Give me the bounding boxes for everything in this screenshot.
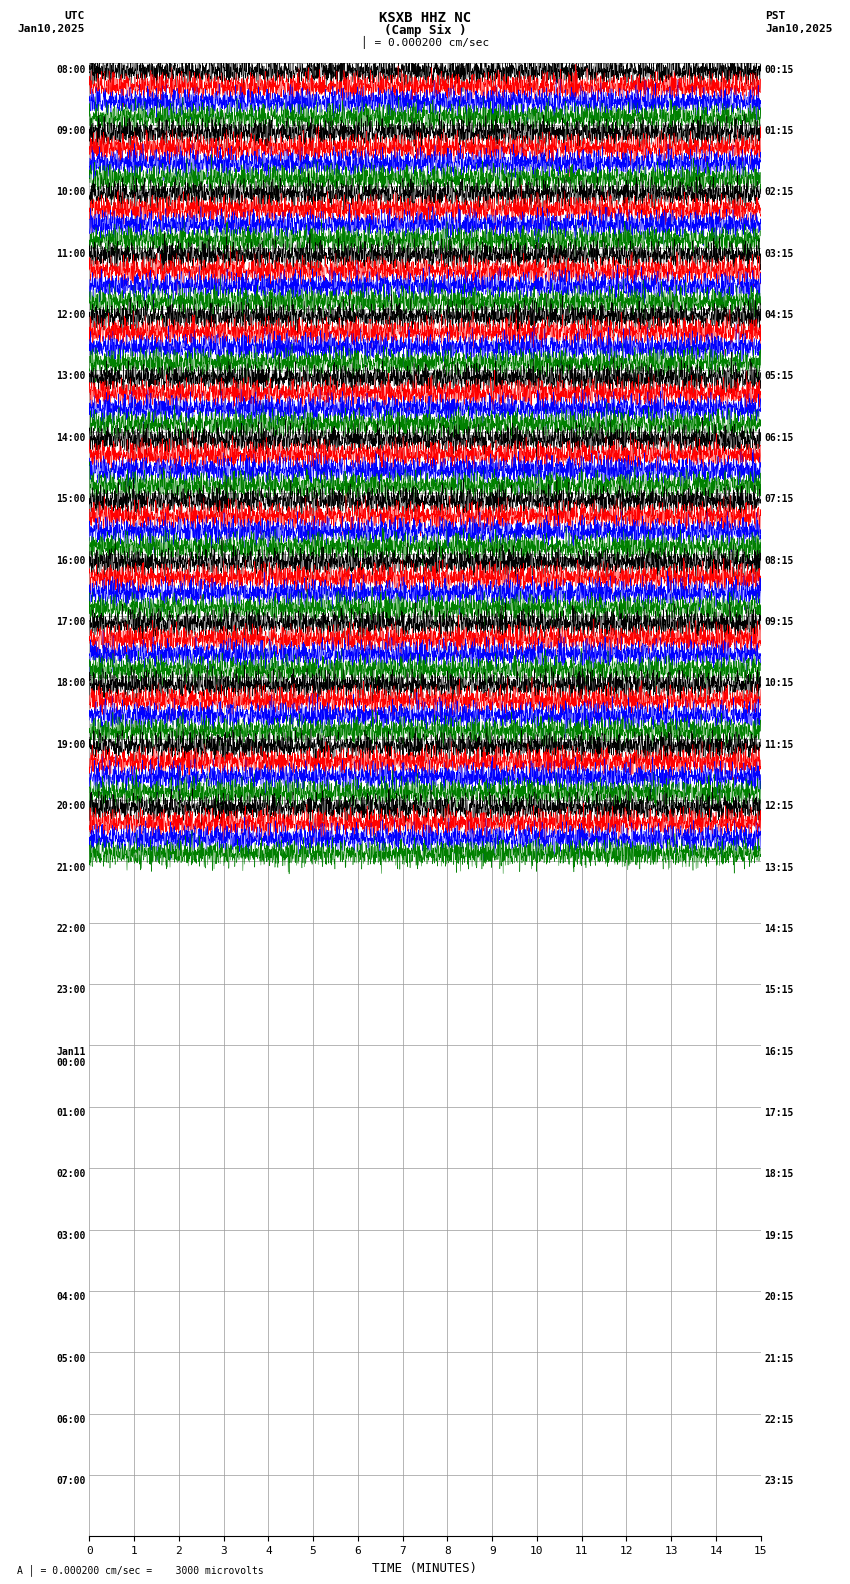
Text: 04:15: 04:15: [764, 310, 794, 320]
Text: 10:00: 10:00: [56, 187, 86, 198]
Text: 16:15: 16:15: [764, 1047, 794, 1057]
Text: (Camp Six ): (Camp Six ): [383, 24, 467, 36]
Text: Jan10,2025: Jan10,2025: [18, 24, 85, 33]
Text: 06:15: 06:15: [764, 432, 794, 444]
Text: 16:00: 16:00: [56, 556, 86, 565]
Text: 12:00: 12:00: [56, 310, 86, 320]
Text: 15:15: 15:15: [764, 985, 794, 995]
Text: 09:00: 09:00: [56, 127, 86, 136]
Text: 14:00: 14:00: [56, 432, 86, 444]
Text: 18:15: 18:15: [764, 1169, 794, 1180]
Text: 20:15: 20:15: [764, 1293, 794, 1302]
Text: 02:00: 02:00: [56, 1169, 86, 1180]
X-axis label: TIME (MINUTES): TIME (MINUTES): [372, 1562, 478, 1574]
Text: 12:15: 12:15: [764, 802, 794, 811]
Text: │ = 0.000200 cm/sec: │ = 0.000200 cm/sec: [361, 36, 489, 49]
Text: 10:15: 10:15: [764, 678, 794, 689]
Text: 13:15: 13:15: [764, 863, 794, 873]
Text: 07:15: 07:15: [764, 494, 794, 504]
Text: 23:00: 23:00: [56, 985, 86, 995]
Text: Jan11
00:00: Jan11 00:00: [56, 1047, 86, 1068]
Text: 07:00: 07:00: [56, 1476, 86, 1486]
Text: PST: PST: [765, 11, 785, 21]
Text: 11:15: 11:15: [764, 740, 794, 749]
Text: 01:00: 01:00: [56, 1109, 86, 1118]
Text: UTC: UTC: [65, 11, 85, 21]
Text: 17:00: 17:00: [56, 618, 86, 627]
Text: 20:00: 20:00: [56, 802, 86, 811]
Text: 08:15: 08:15: [764, 556, 794, 565]
Text: 00:15: 00:15: [764, 65, 794, 74]
Text: 01:15: 01:15: [764, 127, 794, 136]
Text: 03:15: 03:15: [764, 249, 794, 258]
Text: 14:15: 14:15: [764, 923, 794, 935]
Text: 23:15: 23:15: [764, 1476, 794, 1486]
Text: 05:00: 05:00: [56, 1354, 86, 1364]
Text: 04:00: 04:00: [56, 1293, 86, 1302]
Text: A │ = 0.000200 cm/sec =    3000 microvolts: A │ = 0.000200 cm/sec = 3000 microvolts: [17, 1565, 264, 1576]
Text: Jan10,2025: Jan10,2025: [765, 24, 832, 33]
Text: 17:15: 17:15: [764, 1109, 794, 1118]
Text: 09:15: 09:15: [764, 618, 794, 627]
Text: KSXB HHZ NC: KSXB HHZ NC: [379, 11, 471, 25]
Text: 02:15: 02:15: [764, 187, 794, 198]
Text: 21:00: 21:00: [56, 863, 86, 873]
Text: 21:15: 21:15: [764, 1354, 794, 1364]
Text: 06:00: 06:00: [56, 1415, 86, 1426]
Text: 22:00: 22:00: [56, 923, 86, 935]
Text: 08:00: 08:00: [56, 65, 86, 74]
Text: 05:15: 05:15: [764, 372, 794, 382]
Text: 03:00: 03:00: [56, 1231, 86, 1240]
Text: 22:15: 22:15: [764, 1415, 794, 1426]
Text: 11:00: 11:00: [56, 249, 86, 258]
Text: 13:00: 13:00: [56, 372, 86, 382]
Text: 18:00: 18:00: [56, 678, 86, 689]
Text: 19:15: 19:15: [764, 1231, 794, 1240]
Text: 15:00: 15:00: [56, 494, 86, 504]
Text: 19:00: 19:00: [56, 740, 86, 749]
